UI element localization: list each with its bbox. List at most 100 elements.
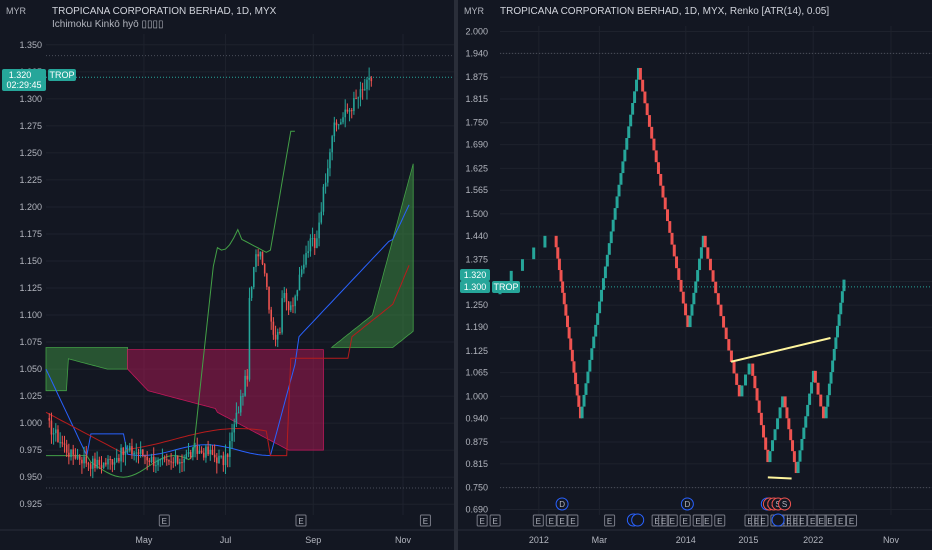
candle-body <box>109 458 111 460</box>
renko-brick <box>773 429 777 441</box>
earnings-marker <box>757 514 769 527</box>
ichimoku-chart[interactable]: 1.3501.3251.3001.2751.2501.2251.2001.175… <box>0 0 454 550</box>
candle-body <box>357 97 360 99</box>
pane-divider[interactable] <box>454 0 458 550</box>
renko-brick <box>732 361 736 374</box>
candle-body <box>111 459 114 465</box>
renko-brick <box>796 461 800 474</box>
level-price-value: 1.300 <box>464 282 487 292</box>
renko-brick <box>755 388 759 401</box>
candle-body <box>170 461 172 463</box>
renko-brick <box>785 407 789 419</box>
last-price-value: 1.320 <box>464 270 487 280</box>
y-tick-label: 1.875 <box>465 72 488 82</box>
renko-brick <box>810 382 814 394</box>
renko-brick <box>840 291 844 303</box>
y-tick-label: 0.815 <box>465 459 488 469</box>
renko-brick <box>706 247 710 259</box>
renko-brick <box>635 79 639 92</box>
renko-brick <box>509 270 513 283</box>
indicator-legend[interactable]: Ichimoku Kinkō hyō ▯▯▯▯ <box>52 19 164 30</box>
candle-body <box>303 264 305 270</box>
earnings-marker-label: E <box>162 517 167 526</box>
renko-brick <box>623 149 627 162</box>
x-tick-label: 2012 <box>529 535 549 545</box>
earnings-marker-label: E <box>559 517 564 526</box>
renko-brick <box>672 244 676 257</box>
renko-brick <box>613 208 617 220</box>
renko-brick <box>561 281 565 293</box>
candle-body <box>118 457 120 462</box>
y-tick-label: 1.000 <box>465 391 488 401</box>
candle-body <box>63 443 66 445</box>
earnings-marker-label: E <box>423 517 428 526</box>
candle-body <box>172 462 175 464</box>
renko-brick <box>645 103 649 116</box>
candle-body <box>363 89 366 91</box>
candle-body <box>298 274 301 291</box>
y-tick-label: 1.250 <box>19 148 42 158</box>
candle-body <box>83 456 85 464</box>
earnings-marker-label: E <box>849 517 854 526</box>
renko-brick <box>554 235 558 248</box>
renko-brick <box>711 270 715 282</box>
renko-brick <box>601 278 605 290</box>
candle-body <box>159 459 162 461</box>
earnings-marker-label: E <box>570 517 575 526</box>
time-axis[interactable]: May Jul Sep Nov <box>0 529 454 545</box>
price-axis[interactable]: 1.3501.3251.3001.2751.2501.2251.2001.175… <box>19 40 42 509</box>
renko-brick <box>643 91 647 104</box>
candle-body <box>124 450 127 456</box>
earnings-marker <box>545 514 557 527</box>
candle-body <box>237 412 240 414</box>
earnings-marker-label: E <box>717 517 722 526</box>
price-axis[interactable]: 2.000 1.940 1.875 1.815 1.750 1.690 1.625 1.565… <box>465 26 488 514</box>
candle-body <box>335 122 338 126</box>
currency-label: MYR <box>6 6 27 16</box>
candle-body <box>55 429 57 434</box>
candle-body <box>196 445 199 454</box>
renko-brick <box>600 289 604 302</box>
candle-body <box>272 321 275 335</box>
candle-body <box>176 455 179 464</box>
x-tick-label: 2022 <box>803 535 823 545</box>
renko-brick <box>781 396 785 408</box>
ichimoku-chart-panel[interactable]: 1.3501.3251.3001.2751.2501.2251.2001.175… <box>0 0 454 550</box>
x-tick-label: Nov <box>395 535 412 545</box>
earnings-marker-label: E <box>754 517 759 526</box>
candle-body <box>283 293 286 299</box>
candle-body <box>270 309 273 322</box>
candle-body <box>226 454 229 457</box>
candle-body <box>152 456 155 466</box>
y-tick-label: 1.100 <box>19 310 42 320</box>
renko-brick <box>654 150 658 163</box>
candle-body <box>174 455 177 463</box>
renko-brick <box>816 382 820 395</box>
renko-brick <box>787 418 791 430</box>
renko-brick <box>783 396 787 408</box>
renko-brick <box>716 293 720 305</box>
renko-brick <box>831 360 835 373</box>
time-axis[interactable]: 2012 Mar 2014 2015 2022 Nov <box>458 529 932 545</box>
candle-body <box>331 136 333 153</box>
cloud-bullish-future <box>330 163 414 348</box>
renko-brick <box>582 394 586 407</box>
renko-brick <box>592 336 596 349</box>
candle-body <box>235 412 238 425</box>
renko-brick <box>668 221 672 233</box>
renko-brick <box>813 370 817 383</box>
candle-body <box>70 449 72 458</box>
renko-brick <box>771 440 775 452</box>
candle-body <box>342 117 344 123</box>
candle-body <box>105 462 107 465</box>
candle-body <box>98 459 101 466</box>
renko-brick <box>572 361 576 373</box>
candle-body <box>311 238 314 240</box>
renko-chart[interactable]: 2.000 1.940 1.875 1.815 1.750 1.690 1.625 1.565… <box>458 0 932 550</box>
renko-chart-panel[interactable]: 2.000 1.940 1.875 1.815 1.750 1.690 1.625 1.565… <box>458 0 932 550</box>
earnings-marker-label: E <box>607 517 612 526</box>
renko-brick <box>753 375 757 389</box>
earnings-marker <box>807 514 819 527</box>
candle-body <box>50 420 53 435</box>
renko-brick <box>764 437 768 450</box>
